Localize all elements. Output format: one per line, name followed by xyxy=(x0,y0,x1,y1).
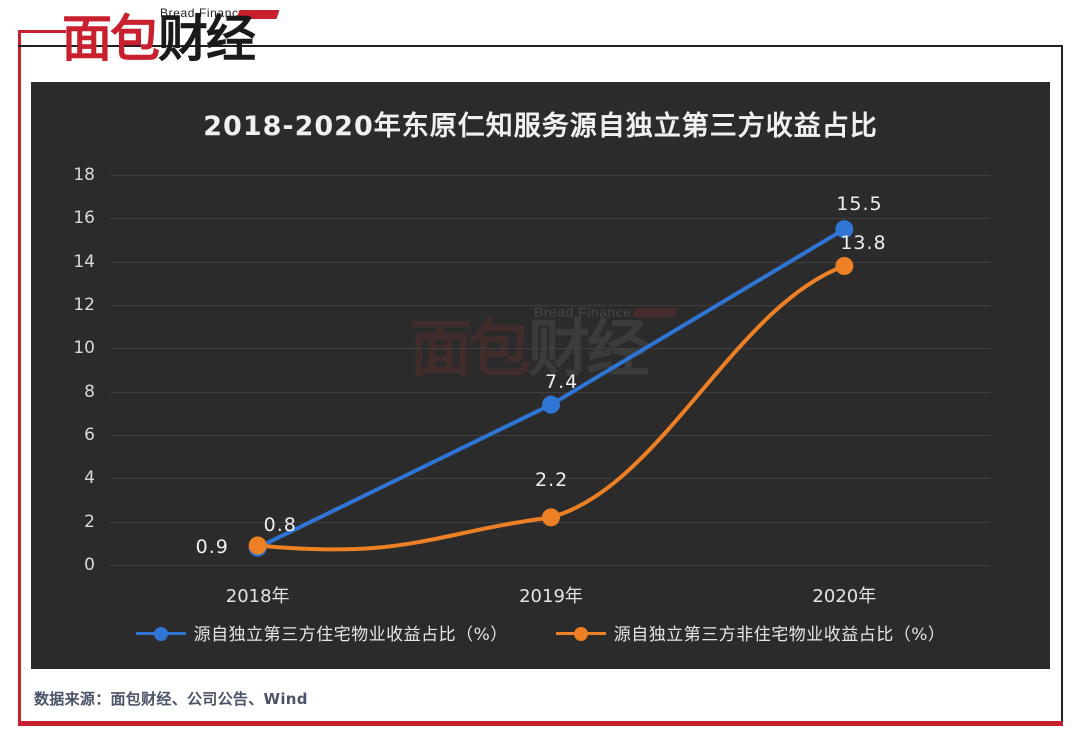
chart-title: 2018-2020年东原仁知服务源自独立第三方收益占比 xyxy=(203,111,878,142)
gridline xyxy=(111,435,991,436)
y-axis-tick-label: 18 xyxy=(73,165,95,185)
y-axis-tick-label: 10 xyxy=(73,338,95,359)
gridline xyxy=(111,218,991,220)
data-point-marker xyxy=(835,257,854,275)
brand-logo-english: Bread Finance xyxy=(160,6,246,20)
y-axis-tick-label: 4 xyxy=(84,468,95,489)
gridline xyxy=(111,478,991,480)
data-point-marker xyxy=(542,395,560,414)
brand-logo: Bread Finance 面包财经 xyxy=(60,2,300,68)
y-axis-tick-label: 2 xyxy=(84,511,95,532)
source-note: 数据来源：面包财经、公司公告、Wind xyxy=(34,690,308,708)
data-point-marker xyxy=(248,536,267,555)
x-axis-tick-label: 2018年 xyxy=(225,586,290,607)
y-axis-tick-label: 14 xyxy=(73,251,95,272)
data-point-marker xyxy=(542,508,560,527)
frame-bottom-accent xyxy=(18,721,1063,726)
plot-area: 18 16 14 12 10 8 6 4 2 0 2018年 2019年 2020年 0.8 7.4 15.5… xyxy=(31,82,1050,669)
legend-item-label: 源自独立第三方非住宅物业收益占比（%） xyxy=(613,625,946,645)
frame-right-rule xyxy=(1061,45,1063,723)
legend-item[interactable]: 源自独立第三方住宅物业收益占比（%） xyxy=(135,620,508,645)
chart-panel: 2018-2020年东原仁知服务源自独立第三方收益占比 Bread Financ… xyxy=(31,82,1050,669)
gridline xyxy=(111,391,991,393)
header-rule xyxy=(282,45,1061,47)
data-point-label: 0.8 xyxy=(263,513,297,536)
data-point-label: 0.9 xyxy=(195,535,229,558)
legend-item[interactable]: 源自独立第三方非住宅物业收益占比（%） xyxy=(555,620,946,645)
data-point-marker xyxy=(835,220,854,239)
series-lines xyxy=(248,220,854,557)
y-axis-tick-label: 16 xyxy=(73,208,95,229)
data-point-label: 13.8 xyxy=(840,232,887,254)
legend-item-label: 源自独立第三方住宅物业收益占比（%） xyxy=(193,625,508,645)
brand-logo-chinese-black: 财经 xyxy=(158,10,256,68)
y-axis-tick-label: 12 xyxy=(73,295,95,315)
x-axis-tick-label: 2020年 xyxy=(812,586,877,607)
gridline xyxy=(111,261,991,263)
data-point-label: 2.2 xyxy=(535,469,569,492)
chart-legend: 源自独立第三方住宅物业收益占比（%） 源自独立第三方非住宅物业收益占比（%） xyxy=(31,620,1050,645)
gridline xyxy=(111,305,991,306)
data-point-label: 7.4 xyxy=(545,370,579,393)
frame-left-accent xyxy=(18,30,21,725)
legend-marker-icon xyxy=(555,626,606,641)
y-axis-tick-label: 8 xyxy=(84,381,95,402)
data-point-label: 15.5 xyxy=(836,193,883,216)
frame-left-accent-cap xyxy=(18,30,66,33)
brand-logo-chinese-red: 面包 xyxy=(62,10,160,68)
gridline xyxy=(111,565,991,566)
y-axis-tick-label: 6 xyxy=(84,425,95,445)
gridline xyxy=(111,175,991,176)
brand-logo-chinese: 面包财经 xyxy=(62,14,256,64)
x-axis-tick-label: 2019年 xyxy=(519,586,583,607)
legend-marker-icon xyxy=(135,626,186,641)
y-axis-tick-label: 0 xyxy=(84,555,95,575)
gridline xyxy=(111,348,991,350)
